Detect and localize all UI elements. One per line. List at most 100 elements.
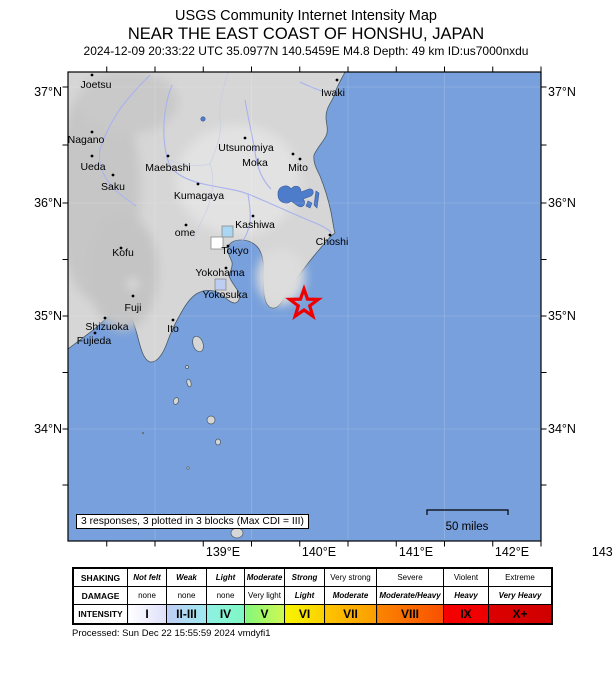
lon-label: 139°E [205,545,241,559]
processed-timestamp: Processed: Sun Dec 22 15:55:59 2024 vmdy… [72,628,271,639]
city-label-utsunomiya: Utsunomiya [218,142,274,154]
city-label-joetsu: Joetsu [81,79,112,91]
graticule [68,72,541,541]
city-label-iwaki: Iwaki [321,87,345,99]
legend-cell-shaking-VII: Very strong [324,567,377,587]
city-dot-yokohama [224,266,228,270]
city-label-shizuoka: Shizuoka [85,321,128,333]
legend-cell-intensity-VIII: VIII [376,604,444,625]
lon-label: 140°E [301,545,337,559]
city-dot-ueda [90,154,94,158]
city-label-choshi: Choshi [316,236,349,248]
legend-row-damage: DAMAGE none none none Very light Light Moderat… [72,586,553,605]
legend-cell-shaking-V: Moderate [244,567,285,587]
axis-ticks-layer [62,66,547,547]
city-dot-maebashi [166,154,170,158]
city-dot-mito [298,157,302,161]
city-dot-choshi [328,233,332,237]
city-label-mito: Mito [288,162,308,174]
tone-river [163,84,333,234]
river-branch-bay [241,193,251,241]
city-label-moka: Moka [242,157,268,169]
lat-label-left: 36°N [34,196,62,210]
legend-cell-shaking-VI: Strong [284,567,325,587]
river-northeast [299,81,325,93]
lon-label: 143°E [591,545,612,559]
lat-label-left: 35°N [34,309,62,323]
lat-label-left: 34°N [34,422,62,436]
legend-cell-damage-II-III: none [166,586,207,605]
izu-islands [141,335,244,539]
legend-cell-shaking-IV: Light [206,567,245,587]
city-dot-iwaki [335,78,339,82]
intensity-block-II-III [221,225,234,238]
city-dot-ito [171,318,175,322]
legend-cell-intensity-IX: IX [443,604,489,625]
legend-cell-shaking-II-III: Weak [166,567,207,587]
city-dot-joetsu [90,73,94,77]
legend-row-header: INTENSITY [72,604,128,625]
responses-summary-box: 3 responses, 3 plotted in 3 blocks (Max … [76,514,309,529]
intensity-legend: SHAKING Not felt Weak Light Moderate Strong Ve… [72,567,553,625]
city-label-yokosuka: Yokosuka [202,289,247,301]
scale-bar: 50 miles [426,509,509,533]
lat-label-right: 35°N [548,309,576,323]
city-dot-kumagaya [196,182,200,186]
city-dot-fuji [131,294,135,298]
city-label-fuji: Fuji [125,302,142,314]
lakes [200,116,320,209]
rivers [98,74,333,241]
legend-cell-shaking-IX: Violent [443,567,489,587]
legend-cell-damage-VI: Light [284,586,325,605]
intensity-blocks-layer [210,225,234,291]
legend-cell-intensity-I: I [127,604,167,625]
city-dot-moka [291,152,295,156]
city-label-kofu: Kofu [112,247,134,259]
city-label-fujieda: Fujieda [77,335,112,347]
legend-cell-intensity-IV: IV [206,604,245,625]
city-label-tokyo: Tokyo [221,245,249,257]
city-label-ito: Ito [167,323,179,335]
epicenter-star [285,284,323,321]
kinu-river [244,99,272,190]
city-label-yokohama: Yokohama [195,267,244,279]
event-details-line: 2024-12-09 20:33:22 UTC 35.0977N 140.545… [83,44,529,58]
lat-label-right: 37°N [548,85,576,99]
legend-cell-shaking-VIII: Severe [376,567,444,587]
scale-bar-label: 50 miles [446,521,489,533]
prefecture-borders [162,72,229,241]
city-dot-saku [111,173,115,177]
legend-cell-intensity-V: V [244,604,285,625]
city-dot-ome [184,223,188,227]
legend-cell-shaking-I: Not felt [127,567,167,587]
legend-cell-damage-IX: Heavy [443,586,489,605]
city-label-nagano: Nagano [68,134,105,146]
city-label-saku: Saku [101,181,125,193]
cities-layer: Joetsu Nagano Ueda Saku Maebashi Kumagaya ome U… [68,73,349,347]
legend-table: SHAKING Not felt Weak Light Moderate Strong Ve… [72,567,553,625]
legend-cell-damage-I: none [127,586,167,605]
legend-cell-damage-V: Very light [244,586,285,605]
map-frame [67,71,542,542]
legend-cell-intensity-II-III: II-III [166,604,207,625]
legend-row-shaking: SHAKING Not felt Weak Light Moderate Strong Ve… [72,567,553,587]
city-dot-fujieda [93,331,97,335]
legend-cell-intensity-VII: VII [324,604,377,625]
city-dot-utsunomiya [243,136,247,140]
terrain-shading [68,72,305,330]
legend-row-header: SHAKING [72,567,128,587]
legend-cell-shaking-X+: Extreme [488,567,553,587]
intensity-block-II-III [214,278,227,291]
map-svg: Joetsu Nagano Ueda Saku Maebashi Kumagaya ome U… [62,66,547,547]
city-label-kashiwa: Kashiwa [235,219,275,231]
city-dot-tokyo [226,244,230,248]
legend-cell-damage-VIII: Moderate/Heavy [376,586,444,605]
intensity-block-I [210,236,224,250]
city-dot-kofu [119,246,123,250]
lon-label: 141°E [398,545,434,559]
event-region-title: NEAR THE EAST COAST OF HONSHU, JAPAN [127,25,485,43]
city-label-kumagaya: Kumagaya [174,190,224,202]
city-label-ueda: Ueda [80,161,105,173]
lat-label-right: 34°N [548,422,576,436]
